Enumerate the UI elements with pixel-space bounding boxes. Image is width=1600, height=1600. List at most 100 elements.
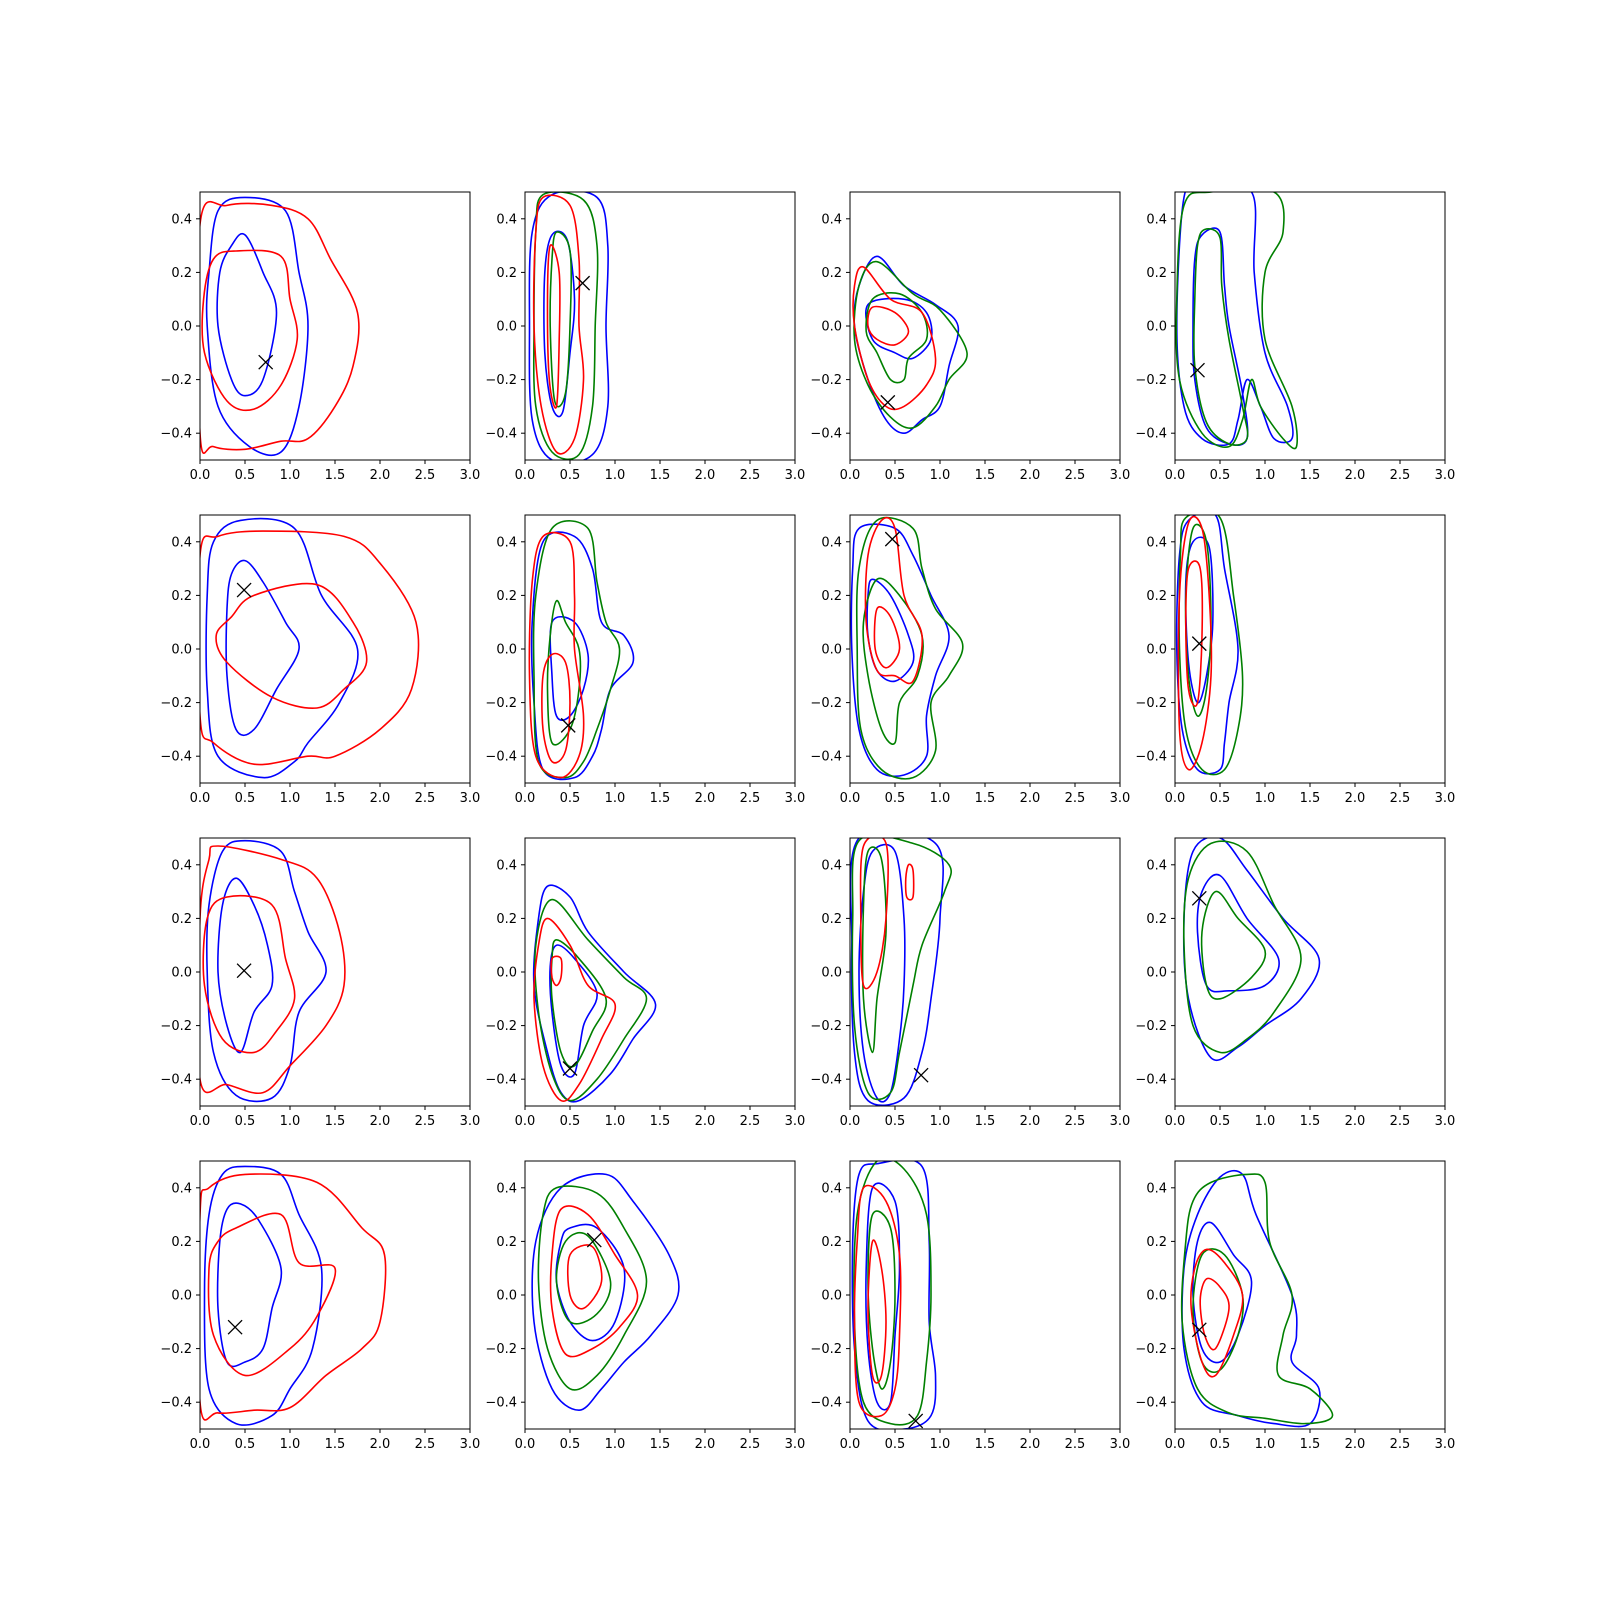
y-tick-label: 0.4 — [1146, 535, 1167, 550]
x-tick-label: 2.0 — [1020, 1437, 1041, 1452]
x-tick-label: 1.5 — [975, 1114, 996, 1129]
subplot-15: 0.0 0.5 1.0 1.5 2.0 2.5 3.0 0.4 0.2 0.0 −0.2 −0.4 — [810, 1160, 1131, 1452]
x-tick-label: 2.5 — [415, 1437, 436, 1452]
y-tick-label: 0.2 — [1146, 266, 1167, 281]
contour-lines — [200, 196, 360, 457]
x-tick-label: 1.0 — [280, 1437, 301, 1452]
x-tick-label: 3.0 — [1110, 1437, 1131, 1452]
subplot-14: 0.0 0.5 1.0 1.5 2.0 2.5 3.0 0.4 0.2 0.0 −0.2 −0.4 — [485, 1160, 806, 1452]
x-tick-label: 0.0 — [515, 791, 536, 806]
x-tick-label: 1.5 — [650, 791, 671, 806]
axes-frame — [199, 514, 471, 784]
x-tick-label: 3.0 — [1110, 468, 1131, 483]
red-contour — [873, 606, 901, 669]
y-tick-label: −0.4 — [160, 427, 192, 442]
red-contour — [1184, 560, 1204, 707]
red-contour — [541, 652, 571, 764]
y-tick-label: −0.4 — [1135, 1073, 1167, 1088]
y-tick-label: 0.4 — [171, 1181, 192, 1196]
red-contour — [859, 838, 889, 990]
y-tick-label: 0.0 — [171, 1289, 192, 1304]
x-tick-label: 0.5 — [885, 468, 906, 483]
x-tick-label: 2.0 — [1345, 1114, 1366, 1129]
x-marker — [258, 354, 274, 370]
red-contour — [201, 249, 299, 412]
x-tick-label: 2.0 — [1345, 791, 1366, 806]
green-contour — [1192, 1248, 1245, 1373]
red-contour — [200, 200, 360, 454]
y-tick-label: 0.4 — [1146, 858, 1167, 873]
blue-contour — [217, 877, 274, 1054]
axes-frame — [199, 191, 471, 461]
red-contour — [528, 531, 585, 779]
axes-frame — [524, 837, 796, 1107]
blue-contour — [531, 1173, 680, 1412]
y-tick-label: −0.4 — [485, 1073, 517, 1088]
x-tick-label: 3.0 — [785, 1437, 806, 1452]
red-contour — [904, 863, 915, 901]
x-tick-label: 2.5 — [1390, 468, 1411, 483]
y-tick-label: 0.4 — [821, 1181, 842, 1196]
green-contour — [861, 846, 887, 1054]
x-tick-label: 1.5 — [975, 1437, 996, 1452]
subplot-5: 0.0 0.5 1.0 1.5 2.0 2.5 3.0 0.4 0.2 0.0 −0.2 −0.4 — [160, 514, 481, 806]
y-tick-label: 0.4 — [1146, 212, 1167, 227]
y-tick-label: 0.4 — [821, 535, 842, 550]
axes-frame — [849, 191, 1121, 461]
blue-contour — [216, 232, 278, 397]
x-tick-label: 0.5 — [235, 1437, 256, 1452]
y-tick-label: 0.0 — [1146, 1289, 1167, 1304]
red-contour — [546, 244, 561, 409]
x-marker — [560, 717, 576, 733]
green-contour — [534, 898, 648, 1102]
blue-contour — [1181, 1169, 1321, 1428]
blue-contour — [528, 192, 610, 460]
y-tick-label: 0.2 — [1146, 589, 1167, 604]
contour-lines — [531, 1173, 680, 1412]
green-contour — [853, 260, 968, 429]
subplot-16: 0.0 0.5 1.0 1.5 2.0 2.5 3.0 0.4 0.2 0.0 −0.2 −0.4 — [1135, 1160, 1455, 1452]
y-tick-label: −0.2 — [810, 1019, 842, 1034]
y-tick-label: 0.4 — [496, 858, 517, 873]
x-tick-label: 3.0 — [1435, 468, 1456, 483]
x-tick-label: 0.0 — [1165, 1114, 1186, 1129]
blue-contour — [555, 1223, 626, 1342]
x-tick-label: 1.0 — [1255, 1114, 1276, 1129]
y-tick-label: 0.0 — [821, 320, 842, 335]
y-tick-label: −0.4 — [485, 1396, 517, 1411]
subplot-1: 0.0 0.5 1.0 1.5 2.0 2.5 3.0 0.4 0.2 0.0 −0.2 −0.4 — [160, 191, 480, 483]
contour-lines — [532, 884, 657, 1103]
x-marker — [575, 275, 591, 291]
y-tick-label: −0.2 — [485, 696, 517, 711]
y-tick-label: 0.0 — [496, 320, 517, 335]
x-tick-label: 0.0 — [1165, 791, 1186, 806]
y-tick-label: 0.2 — [821, 589, 842, 604]
x-marker — [913, 1067, 929, 1083]
green-contour — [867, 1210, 896, 1390]
red-contour — [1199, 1277, 1230, 1351]
x-tick-label: 1.5 — [1300, 468, 1321, 483]
x-tick-label: 3.0 — [460, 791, 481, 806]
axes-frame — [524, 191, 796, 461]
x-tick-label: 2.5 — [1390, 791, 1411, 806]
y-tick-label: 0.4 — [821, 212, 842, 227]
x-marker — [880, 394, 896, 410]
y-tick-label: 0.0 — [171, 320, 192, 335]
y-tick-label: 0.4 — [496, 535, 517, 550]
blue-contour — [865, 297, 933, 360]
axes-frame — [199, 837, 471, 1107]
x-tick-label: 2.0 — [370, 791, 391, 806]
x-tick-label: 2.5 — [740, 1114, 761, 1129]
red-contour — [1177, 515, 1213, 771]
red-contour — [215, 582, 368, 710]
subplot-8: 0.0 0.5 1.0 1.5 2.0 2.5 3.0 0.4 0.2 0.0 −0.2 −0.4 — [1135, 514, 1455, 806]
green-contour — [1193, 228, 1249, 446]
contour-lines — [851, 1161, 937, 1429]
x-marker — [236, 963, 252, 979]
y-tick-label: 0.0 — [496, 643, 517, 658]
blue-contour — [850, 523, 950, 778]
x-tick-label: 1.0 — [930, 1437, 951, 1452]
axes-frame — [849, 837, 1121, 1107]
green-contour — [1200, 890, 1267, 1000]
red-contour — [202, 895, 296, 1054]
